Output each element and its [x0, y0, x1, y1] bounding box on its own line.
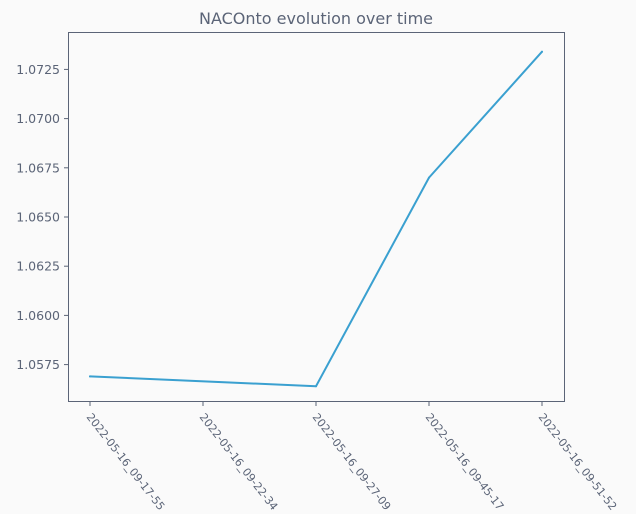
- series-line: [89, 50, 543, 388]
- y-tick-label: 1.0625: [16, 259, 60, 274]
- x-tick-label: 2022-05-16_09-45-17: [423, 411, 507, 513]
- y-tick-label: 1.0575: [16, 357, 60, 372]
- x-tick-label: 2022-05-16_09-22-34: [197, 411, 281, 513]
- data-point: [541, 50, 543, 53]
- chart-title: NACOnto evolution over time: [199, 9, 433, 28]
- y-tick-label: 1.0725: [16, 62, 60, 77]
- y-tick-label: 1.0600: [16, 308, 60, 323]
- data-point: [428, 176, 430, 179]
- y-tick-label: 1.0700: [16, 111, 60, 126]
- x-tick-label: 2022-05-16_09-51-52: [536, 411, 620, 513]
- data-point: [315, 385, 317, 388]
- x-axis: 2022-05-16_09-17-55 2022-05-16_09-22-34 20…: [84, 401, 620, 513]
- x-tick-label: 2022-05-16_09-17-55: [84, 411, 168, 513]
- data-point: [89, 375, 91, 378]
- y-tick-label: 1.0650: [16, 210, 60, 225]
- y-axis: 1.0575 1.0600 1.0625 1.0650 1.0675 1.0700 1.07…: [16, 62, 69, 372]
- plot-frame: [68, 32, 565, 402]
- series-group: [89, 50, 543, 388]
- y-tick-label: 1.0675: [16, 160, 60, 175]
- x-tick-label: 2022-05-16_09-27-09: [310, 411, 394, 513]
